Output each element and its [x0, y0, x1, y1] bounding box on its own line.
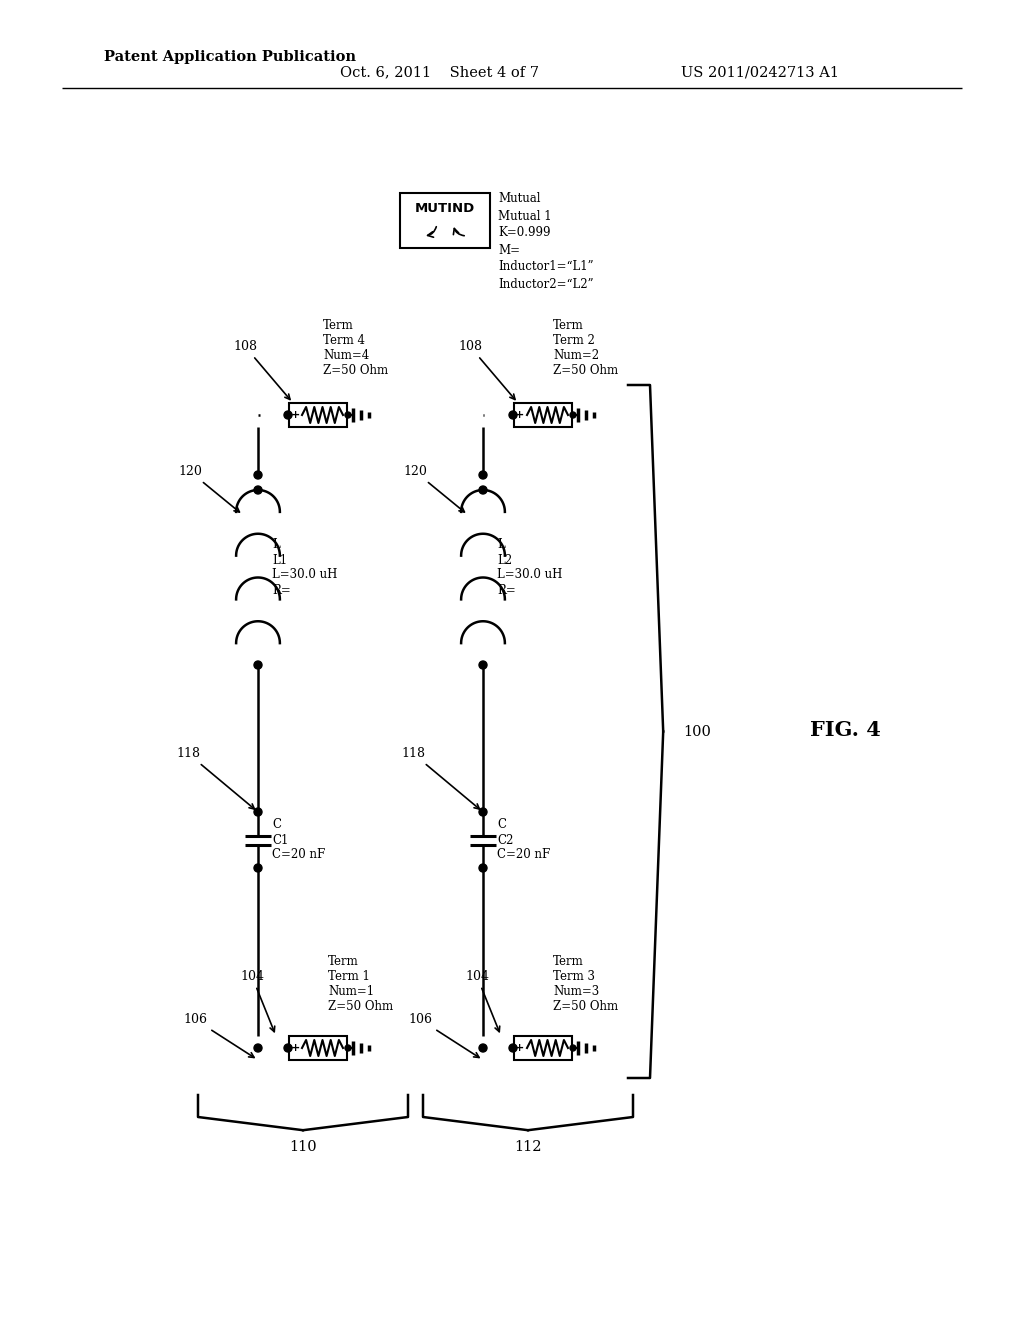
Text: L
L2
L=30.0 uH
R=: L L2 L=30.0 uH R= — [497, 539, 562, 597]
Text: Term
Term 3
Num=3
Z=50 Ohm: Term Term 3 Num=3 Z=50 Ohm — [553, 954, 618, 1012]
Circle shape — [254, 661, 262, 669]
Circle shape — [570, 412, 575, 418]
Text: +: + — [515, 1043, 524, 1053]
Text: +: + — [291, 411, 300, 420]
Text: 120: 120 — [403, 465, 465, 512]
Circle shape — [284, 411, 292, 418]
Text: +: + — [515, 411, 524, 420]
Bar — [514, 1036, 572, 1060]
Text: 118: 118 — [176, 747, 254, 809]
Circle shape — [509, 411, 517, 418]
Circle shape — [345, 1045, 351, 1051]
Text: Patent Application Publication: Patent Application Publication — [104, 50, 356, 63]
Text: L
L1
L=30.0 uH
R=: L L1 L=30.0 uH R= — [272, 539, 337, 597]
Text: Mutual
Mutual 1
K=0.999
M=
Inductor1=“L1”
Inductor2=“L2”: Mutual Mutual 1 K=0.999 M= Inductor1=“L1… — [498, 193, 594, 290]
Text: 104: 104 — [240, 970, 274, 1032]
Text: Term
Term 4
Num=4
Z=50 Ohm: Term Term 4 Num=4 Z=50 Ohm — [323, 319, 388, 378]
Circle shape — [479, 1044, 487, 1052]
Text: Oct. 6, 2011    Sheet 4 of 7: Oct. 6, 2011 Sheet 4 of 7 — [341, 65, 540, 79]
Circle shape — [479, 808, 487, 816]
Circle shape — [345, 412, 351, 418]
Bar — [289, 1036, 347, 1060]
Text: 118: 118 — [401, 747, 479, 809]
Text: US 2011/0242713 A1: US 2011/0242713 A1 — [681, 65, 839, 79]
Circle shape — [284, 1044, 292, 1052]
Circle shape — [254, 808, 262, 816]
Bar — [289, 403, 347, 426]
Text: 104: 104 — [465, 970, 500, 1032]
Text: C
C1
C=20 nF: C C1 C=20 nF — [272, 818, 326, 862]
Text: C
C2
C=20 nF: C C2 C=20 nF — [497, 818, 550, 862]
Circle shape — [254, 865, 262, 873]
Text: MUTIND: MUTIND — [415, 202, 475, 214]
Text: +: + — [291, 1043, 300, 1053]
Circle shape — [479, 661, 487, 669]
Text: Term
Term 2
Num=2
Z=50 Ohm: Term Term 2 Num=2 Z=50 Ohm — [553, 319, 618, 378]
Circle shape — [254, 471, 262, 479]
Text: FIG. 4: FIG. 4 — [810, 719, 881, 741]
Text: Term
Term 1
Num=1
Z=50 Ohm: Term Term 1 Num=1 Z=50 Ohm — [328, 954, 393, 1012]
Circle shape — [254, 486, 262, 494]
Circle shape — [509, 1044, 517, 1052]
Circle shape — [479, 471, 487, 479]
Circle shape — [479, 486, 487, 494]
Circle shape — [254, 1044, 262, 1052]
Text: 110: 110 — [289, 1140, 316, 1154]
Circle shape — [570, 1045, 575, 1051]
Text: 106: 106 — [183, 1012, 254, 1057]
Text: 100: 100 — [683, 725, 711, 738]
Text: 108: 108 — [233, 341, 290, 400]
Bar — [400, 193, 490, 248]
Text: 106: 106 — [408, 1012, 479, 1057]
Text: 108: 108 — [458, 341, 515, 400]
Circle shape — [479, 865, 487, 873]
Bar — [514, 403, 572, 426]
Text: 120: 120 — [178, 465, 240, 512]
Text: 112: 112 — [514, 1140, 542, 1154]
